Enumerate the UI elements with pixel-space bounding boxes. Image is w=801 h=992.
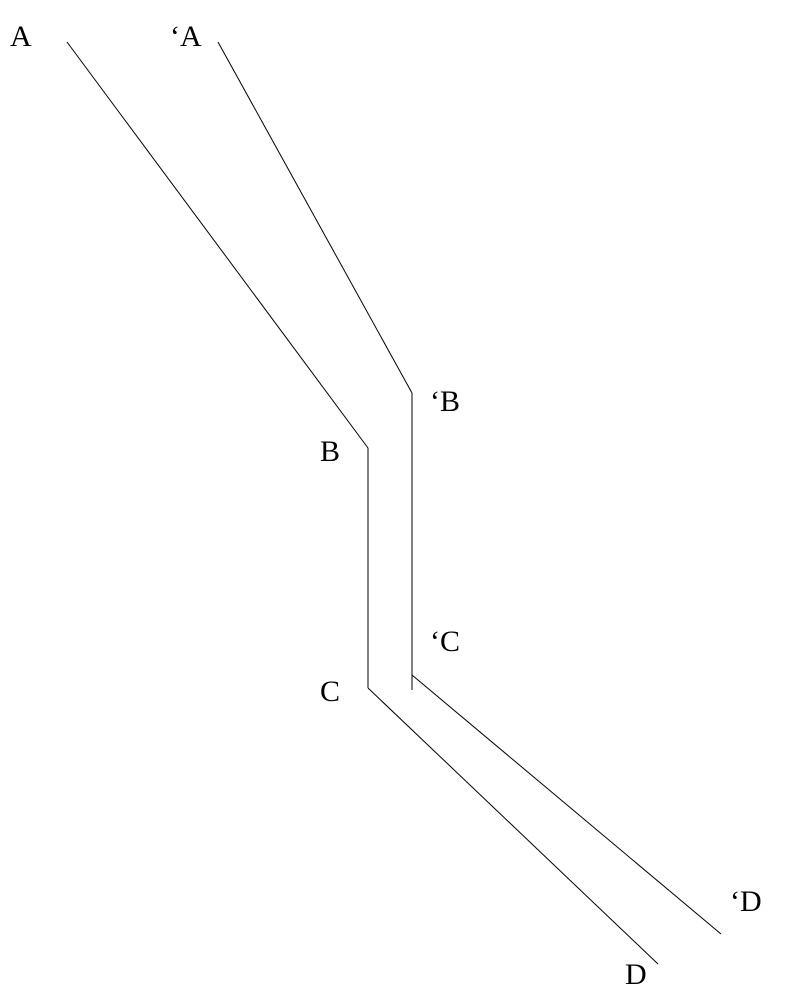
edge-line	[412, 675, 721, 934]
node-label: ‘C	[430, 625, 460, 659]
node-label: ‘A	[170, 20, 202, 54]
node-label: D	[625, 958, 647, 992]
node-label: A	[10, 20, 32, 54]
node-label: B	[320, 435, 340, 469]
edge-line	[368, 688, 658, 964]
node-label: ‘B	[430, 385, 460, 419]
node-label: ‘D	[730, 885, 762, 919]
edge-line	[218, 42, 412, 393]
diagram-svg	[0, 0, 801, 986]
edge-line	[67, 42, 368, 448]
node-label: C	[320, 675, 340, 709]
diagram-canvas: A‘AB‘BC‘CD‘D	[0, 0, 801, 986]
